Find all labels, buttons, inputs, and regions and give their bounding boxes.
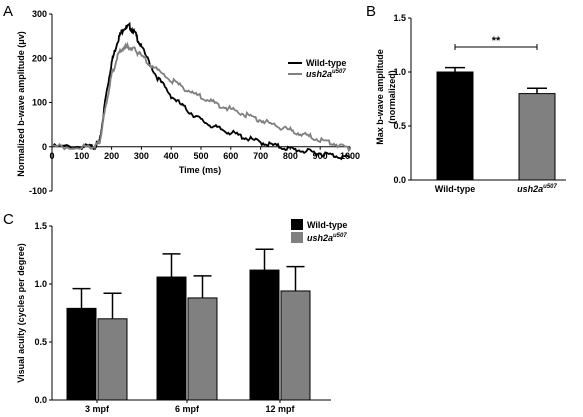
legend-c-wild-type-label: Wild-type	[307, 220, 347, 230]
panel-a-x-tick-label: 0	[49, 151, 54, 161]
panel-c-bar-wild-type	[66, 307, 97, 401]
panel-a-x-tick-label: 700	[253, 151, 268, 161]
panel-c-legend: Wild-type ush2au507	[291, 219, 347, 243]
panel-b-category-label: ush2au507	[517, 184, 557, 194]
panel-a-x-tick-label: 800	[283, 151, 298, 161]
panel-a-x-tick-label: 600	[223, 151, 238, 161]
panel-a-x-tick-label: 100	[74, 151, 89, 161]
panel-c-y-tick-label: 1.0	[34, 279, 47, 289]
panel-a-y-tick-label: 200	[32, 53, 47, 63]
panel-a-x-tick-label: 500	[193, 151, 208, 161]
panel-c-ylabel: Visual acuity (cycles per degree)	[16, 243, 26, 382]
panel-a-series-ush2a	[51, 41, 351, 153]
panel-c-category-label: 3 mpf	[85, 404, 110, 414]
panel-a-x-tick-label: 1000	[340, 151, 360, 161]
panel-a-series-wild-type	[51, 21, 351, 161]
legend-c-ush2a-name: ush2a	[307, 233, 333, 243]
panel-a-legend: Wild-type ush2au507	[288, 58, 346, 79]
panel-c-bar-chart: Visual acuity (cycles per degree) Wild-t…	[16, 219, 347, 414]
panel-b-significance-label: **	[492, 35, 501, 47]
panel-c-y-tick-label: 0.0	[34, 395, 47, 405]
panel-a-y-tick-label: 100	[32, 98, 47, 108]
panel-b-ylabel-line-1: Max b-wave amplitude	[375, 49, 385, 145]
panel-letter-a: A	[3, 3, 13, 20]
panel-b-category-name: ush2a	[517, 184, 543, 194]
panel-c-y-tick-label: 1.5	[34, 221, 47, 231]
panel-a-y-tick-label: -100	[29, 186, 47, 196]
panel-a-line-chart: Normalized b-wave amplitude (μv) Time (m…	[16, 9, 360, 196]
panel-b-bar-chart: Max b-wave amplitude (normalized) 0.0 0.5…	[375, 13, 566, 194]
panel-c-y-tick-label: 0.5	[34, 337, 47, 347]
panel-b-ylabel-line-2: (normalized)	[387, 70, 397, 124]
legend-c-ush2a-swatch	[291, 232, 303, 243]
panel-c-bar-wild-type	[249, 269, 280, 401]
legend-ush2a-name: ush2a	[306, 69, 332, 79]
panel-b-y-tick-label: 0.0	[393, 175, 406, 185]
legend-ush2a-sup: u507	[332, 69, 346, 75]
panel-a-x-tick-label: 300	[134, 151, 149, 161]
panel-c-bar-ush2a	[187, 297, 218, 401]
legend-c-wild-type-swatch	[291, 219, 303, 230]
panel-b-y-tick-label: 1.5	[393, 13, 406, 23]
panel-a-ylabel: Normalized b-wave amplitude (μv)	[16, 31, 26, 177]
panel-c-bar-ush2a	[280, 290, 311, 401]
legend-ush2a-label: ush2au507	[306, 69, 346, 79]
panel-b-y-tick-label: 0.5	[393, 121, 406, 131]
panel-b-category-name: Wild-type	[435, 184, 475, 194]
panel-letter-c: C	[3, 211, 14, 228]
panel-c-category-label: 6 mpf	[175, 404, 200, 414]
legend-c-ush2a-sup: u507	[333, 233, 347, 239]
panel-b-bar	[518, 93, 556, 181]
panel-a-x-tick-label: 400	[164, 151, 179, 161]
panel-b-category-sup: u507	[543, 184, 557, 190]
panel-letter-b: B	[366, 3, 376, 20]
panel-c-bar-ush2a	[97, 318, 128, 401]
legend-c-ush2a-label: ush2au507	[307, 233, 347, 243]
panel-b-y-tick-label: 1.0	[393, 67, 406, 77]
panel-a-xlabel: Time (ms)	[179, 165, 221, 175]
panel-b-category-label: Wild-type	[435, 184, 475, 194]
panel-a-x-tick-label: 200	[104, 151, 119, 161]
panel-a-x-tick-label: 900	[313, 151, 328, 161]
panel-b-bar	[436, 71, 474, 181]
panel-a-y-tick-label: 0	[42, 142, 47, 152]
panel-c-bar-wild-type	[156, 276, 187, 401]
panel-c-category-label: 12 mpf	[265, 404, 295, 414]
panel-a-y-tick-label: 300	[32, 9, 47, 19]
legend-wild-type-label: Wild-type	[306, 58, 346, 68]
